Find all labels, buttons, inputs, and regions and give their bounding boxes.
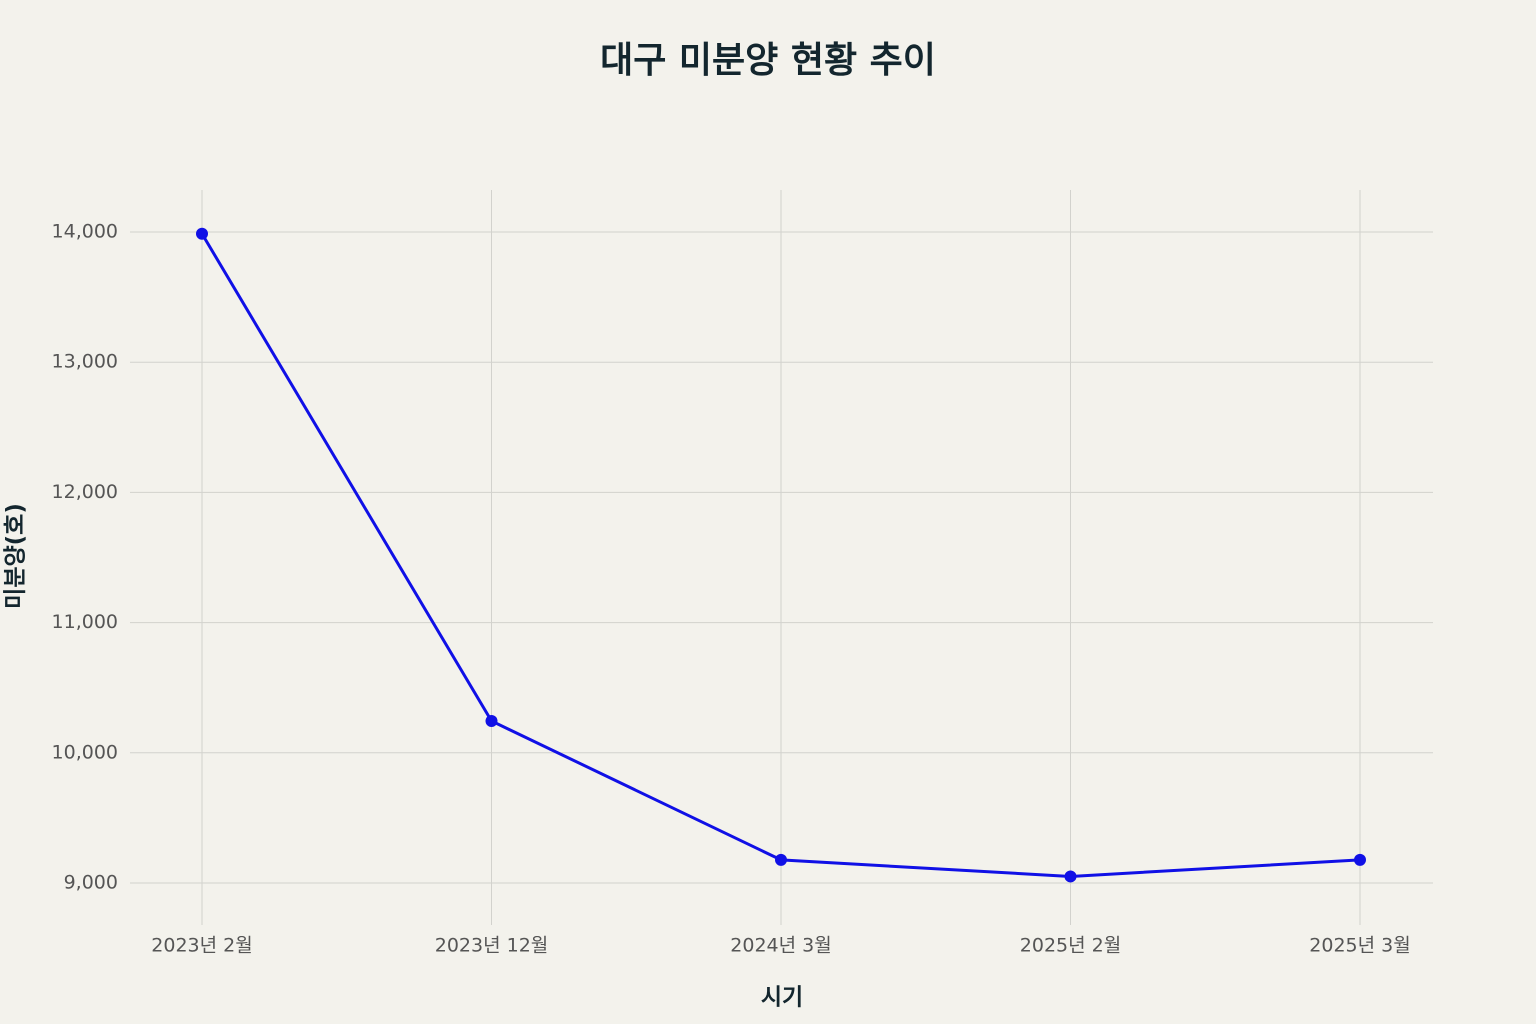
x-tick-label: 2025년 3월 xyxy=(1309,935,1410,957)
x-tick-label: 2023년 12월 xyxy=(435,935,549,957)
data-point xyxy=(196,227,208,240)
data-point xyxy=(775,853,787,866)
y-tick-label: 9,000 xyxy=(64,871,118,893)
y-tick-label: 14,000 xyxy=(52,221,118,243)
y-tick-label: 12,000 xyxy=(52,481,118,503)
y-axis-title: 미분양(호) xyxy=(3,503,29,609)
x-axis-title: 시기 xyxy=(761,985,803,1011)
data-point xyxy=(485,715,498,728)
x-tick-label: 2023년 2월 xyxy=(151,935,252,957)
y-tick-label: 13,000 xyxy=(52,351,118,373)
y-tick-label: 11,000 xyxy=(52,611,118,633)
y-tick-label: 10,000 xyxy=(52,741,118,763)
x-tick-label: 2025년 2월 xyxy=(1020,935,1121,957)
data-point xyxy=(1064,870,1077,883)
x-tick-label: 2024년 3월 xyxy=(730,935,831,957)
data-point xyxy=(1354,853,1366,866)
chart-title: 대구 미분양 현황 추이 xyxy=(600,40,936,81)
